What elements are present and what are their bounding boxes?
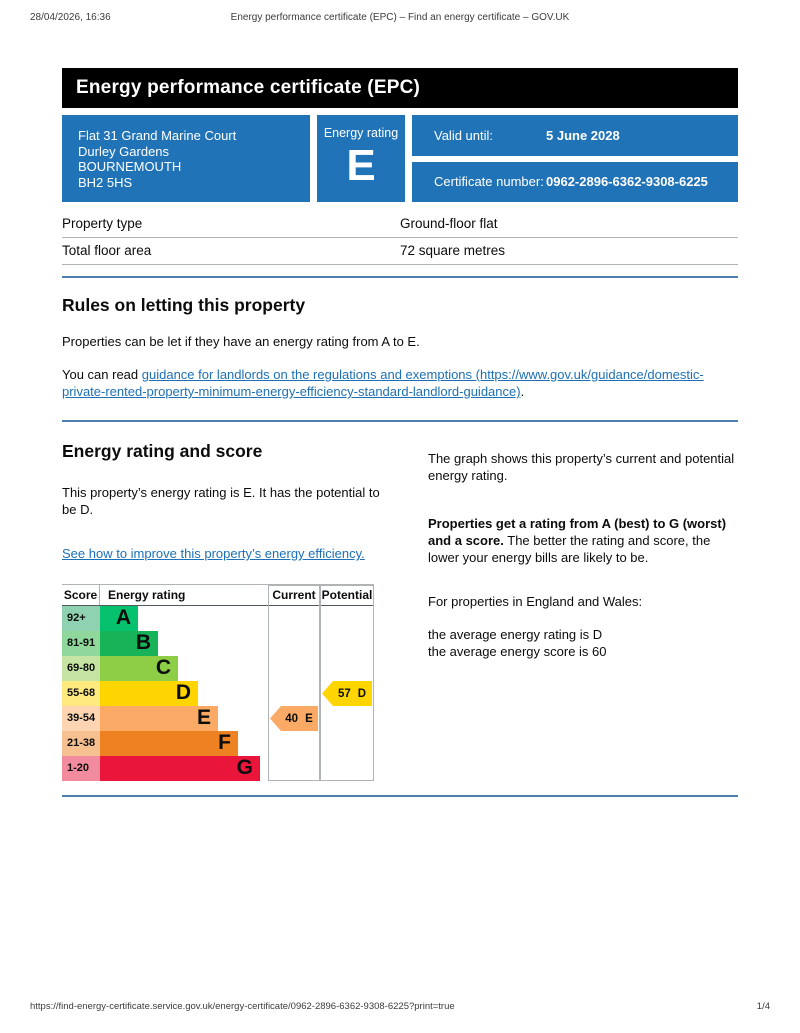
- energy-rating-value: E: [346, 141, 376, 190]
- print-header: 28/04/2026, 16:36 Energy performance cer…: [0, 12, 800, 26]
- rating-right-column: The graph shows this property’s current …: [428, 424, 738, 781]
- epc-chart: Score Energy rating Current Potential 92…: [62, 584, 374, 781]
- guidance-text-suffix: .: [520, 384, 525, 399]
- table-row-label: Property type: [62, 216, 143, 231]
- rules-section: Rules on letting this property Propertie…: [62, 295, 738, 400]
- certificate-number-label: Certificate number:: [434, 174, 544, 190]
- table-row: Total floor area 72 square metres: [62, 238, 738, 265]
- epc-score-range: 21-38: [62, 731, 100, 756]
- table-row-value: Ground-floor flat: [400, 216, 498, 231]
- landlord-guidance-link[interactable]: guidance for landlords on the regulation…: [62, 367, 704, 399]
- page-title: Energy performance certificate (EPC): [76, 77, 421, 98]
- section-divider: [62, 420, 738, 422]
- column-header-energy-rating: Energy rating: [108, 588, 186, 602]
- current-rating-marker: 40 E: [270, 706, 318, 731]
- epc-band-row-f: 21-38 F: [62, 731, 374, 756]
- average-rating-line: the average energy rating is D: [428, 627, 603, 642]
- rules-heading: Rules on letting this property: [62, 295, 306, 315]
- certificate-summary: Flat 31 Grand Marine Court Durley Garden…: [62, 115, 738, 202]
- rating-heading: Energy rating and score: [62, 441, 263, 461]
- epc-band-bar: D: [100, 681, 198, 706]
- epc-band-row-a: 92+ A: [62, 606, 374, 631]
- marker-letter: D: [357, 687, 367, 700]
- print-url: https://find-energy-certificate.service.…: [30, 1001, 455, 1012]
- print-page-number: 1/4: [756, 1001, 770, 1012]
- epc-band-bar: A: [100, 606, 138, 631]
- validity-column: Valid until: 5 June 2028 Certificate num…: [412, 115, 738, 202]
- rules-paragraph: Properties can be let if they have an en…: [62, 334, 420, 349]
- epc-band-row-d: 55-68 D: [62, 681, 374, 706]
- epc-score-range: 81-91: [62, 631, 100, 656]
- rating-explainer-paragraph: Properties get a rating from A (best) to…: [428, 515, 738, 566]
- improve-paragraph: See how to improve this property’s energ…: [62, 545, 382, 562]
- rating-description: This property’s energy rating is E. It h…: [62, 485, 380, 517]
- average-score-line: the average energy score is 60: [428, 644, 607, 659]
- marker-letter: E: [305, 712, 313, 725]
- table-row-label: Total floor area: [62, 243, 152, 258]
- epc-band-bar: E: [100, 706, 218, 731]
- certificate-page: Energy performance certificate (EPC) Fla…: [62, 68, 738, 797]
- section-divider: [62, 795, 738, 797]
- valid-until-box: Valid until: 5 June 2028: [412, 115, 738, 156]
- rating-explainer-bold: Properties get a rating from A (best) to…: [428, 516, 727, 548]
- guidance-paragraph: You can read guidance for landlords on t…: [62, 366, 722, 400]
- potential-rating-marker: 57 D: [322, 681, 372, 706]
- column-header-score: Score: [62, 585, 100, 605]
- table-row: Property type Ground-floor flat: [62, 211, 738, 238]
- epc-score-range: 92+: [62, 606, 100, 631]
- certificate-number-value: 0962-2896-6362-9308-6225: [546, 174, 708, 190]
- epc-band-row-b: 81-91 B: [62, 631, 374, 656]
- guidance-text-prefix: You can read: [62, 367, 142, 382]
- epc-score-range: 69-80: [62, 656, 100, 681]
- property-address: Flat 31 Grand Marine Court Durley Garden…: [62, 115, 310, 202]
- graph-intro-paragraph: The graph shows this property’s current …: [428, 451, 735, 483]
- epc-band-bar: C: [100, 656, 178, 681]
- improve-efficiency-link[interactable]: See how to improve this property’s energ…: [62, 546, 365, 561]
- epc-band-bar: F: [100, 731, 238, 756]
- table-row-value: 72 square metres: [400, 243, 506, 258]
- property-table: Property type Ground-floor flat Total floo…: [62, 211, 738, 265]
- epc-band-row-g: 1-20 G: [62, 756, 374, 781]
- epc-score-range: 55-68: [62, 681, 100, 706]
- marker-score: 40: [285, 712, 299, 725]
- energy-rating-box: Energy rating E: [317, 115, 405, 202]
- column-header-current: Current: [272, 588, 316, 602]
- rating-section: Energy rating and score This property’s …: [62, 424, 738, 781]
- england-wales-paragraph: For properties in England and Wales:: [428, 594, 643, 609]
- section-divider: [62, 276, 738, 278]
- rating-explainer-rest: The better the rating and score, the low…: [428, 533, 711, 565]
- column-header-potential: Potential: [321, 588, 373, 602]
- valid-until-value: 5 June 2028: [546, 127, 620, 143]
- epc-score-range: 1-20: [62, 756, 100, 781]
- print-footer: https://find-energy-certificate.service.…: [0, 1001, 800, 1013]
- epc-band-row-e: 39-54 E: [62, 706, 374, 731]
- epc-chart-header: Score Energy rating Current Potential: [62, 585, 374, 606]
- epc-band-bar: B: [100, 631, 158, 656]
- epc-bands: 92+ A 81-91 B 69-80 C 55-68 D 39-54 E 21-38 F 1-20 G: [62, 606, 374, 781]
- epc-band-row-c: 69-80 C: [62, 656, 374, 681]
- marker-score: 57: [337, 687, 351, 700]
- valid-until-label: Valid until:: [434, 127, 494, 143]
- print-page-title: Energy performance certificate (EPC) – F…: [230, 12, 570, 23]
- epc-band-bar: G: [100, 756, 260, 781]
- certificate-number-box: Certificate number: 0962-2896-6362-9308-…: [412, 161, 738, 202]
- averages-paragraph: the average energy rating is D the averag…: [428, 626, 738, 660]
- rating-left-column: Energy rating and score This property’s …: [62, 424, 382, 781]
- energy-rating-label: Energy rating: [323, 126, 399, 140]
- epc-score-range: 39-54: [62, 706, 100, 731]
- epc-banner: Energy performance certificate (EPC): [62, 68, 738, 108]
- print-datetime: 28/04/2026, 16:36: [30, 12, 111, 23]
